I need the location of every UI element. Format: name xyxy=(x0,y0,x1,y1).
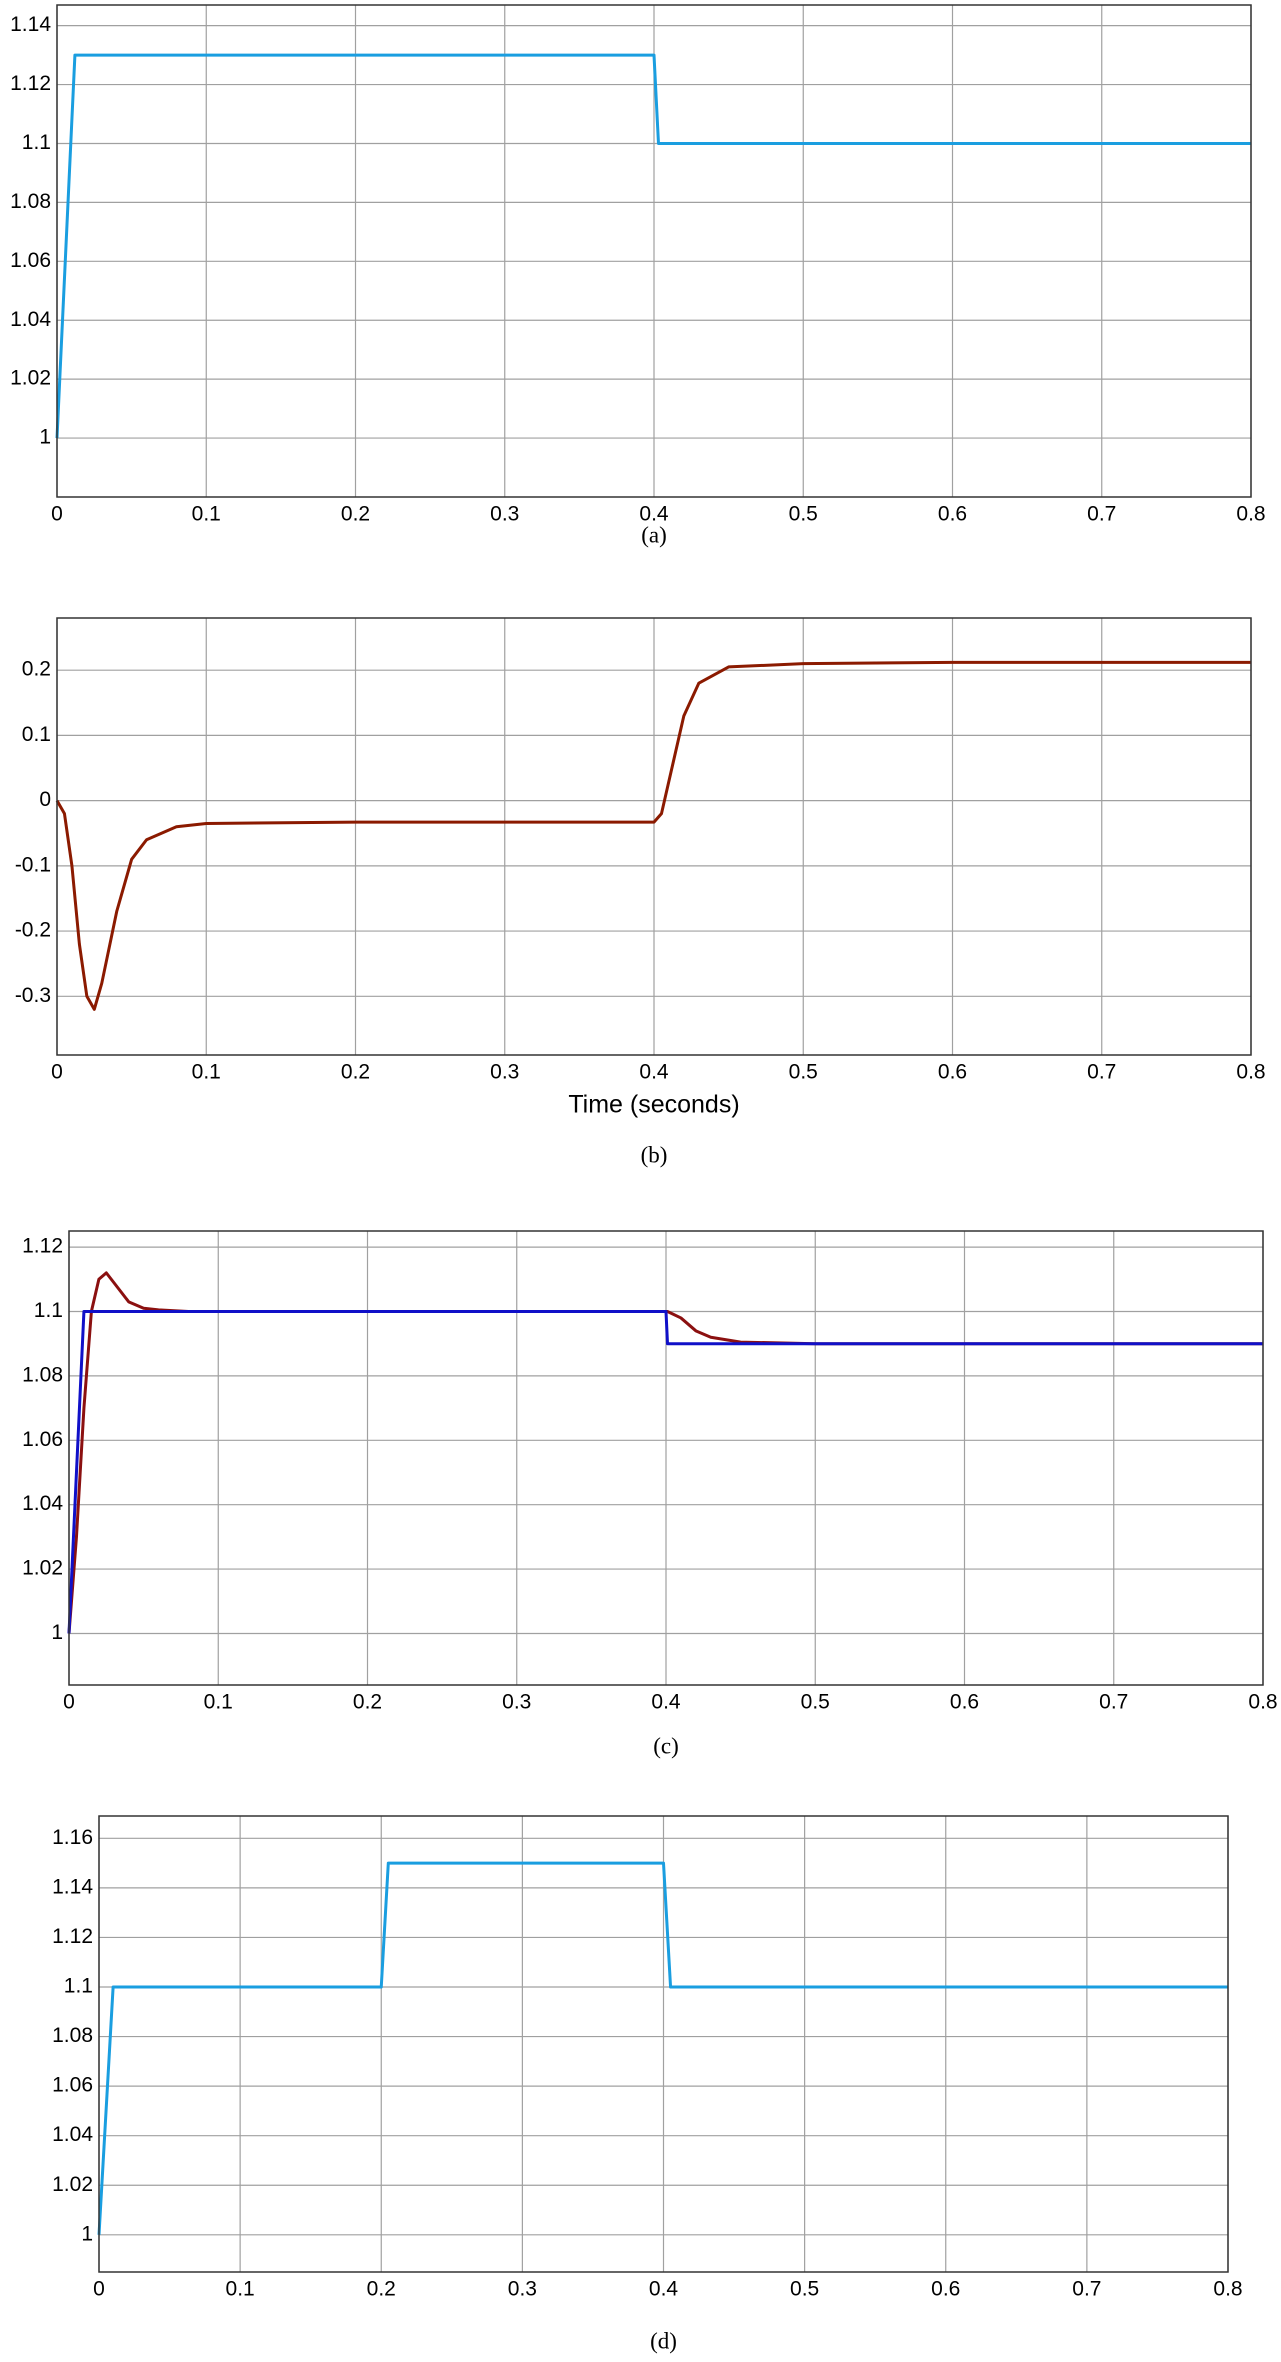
x-tick-label: 0.3 xyxy=(502,1691,531,1714)
x-tick-label: 0.1 xyxy=(192,503,221,526)
x-tick-label: 0.6 xyxy=(931,2278,960,2301)
data-line xyxy=(67,1310,1263,1634)
x-tick-label: 0 xyxy=(93,2278,105,2301)
x-tick-label: 0.4 xyxy=(639,503,669,526)
data-line xyxy=(55,660,1251,1011)
y-tick-label: 1.12 xyxy=(10,72,51,95)
y-tick-label: 1.06 xyxy=(52,2074,93,2097)
x-tick-label: 0.8 xyxy=(1236,503,1265,526)
x-tick-label: 0.3 xyxy=(490,1061,519,1084)
plot-frame xyxy=(56,4,1252,498)
plot-frame xyxy=(68,1230,1264,1686)
x-tick-label: 0.5 xyxy=(789,503,818,526)
x-tick-label: 0.7 xyxy=(1072,2278,1101,2301)
data-line xyxy=(55,53,1251,439)
x-tick-label: 0.4 xyxy=(639,1061,669,1084)
x-tick-label: 0.4 xyxy=(649,2278,679,2301)
x-tick-label: 0 xyxy=(51,503,63,526)
x-tick-label: 0.8 xyxy=(1236,1061,1265,1084)
y-tick-label: 1.02 xyxy=(52,2173,93,2196)
y-tick-label: 1.04 xyxy=(10,308,51,331)
y-tick-label: 1.12 xyxy=(22,1235,63,1258)
x-tick-label: 0.2 xyxy=(353,1691,382,1714)
data-line xyxy=(97,1861,1228,2235)
plot-frame xyxy=(56,617,1252,1056)
y-tick-label: 1 xyxy=(51,1621,63,1644)
y-tick-label: 1.02 xyxy=(10,367,51,390)
y-tick-label: 1.08 xyxy=(22,1363,63,1386)
x-tick-label: 0.1 xyxy=(204,1691,233,1714)
x-tick-label: 0.5 xyxy=(801,1691,830,1714)
y-tick-label: 1.08 xyxy=(10,190,51,213)
y-tick-label: 1.12 xyxy=(52,1925,93,1948)
x-tick-label: 0.8 xyxy=(1213,2278,1242,2301)
y-tick-label: -0.2 xyxy=(15,919,51,942)
caption: (a) xyxy=(641,522,667,547)
x-tick-label: 0.6 xyxy=(938,503,967,526)
y-tick-label: -0.1 xyxy=(15,853,51,876)
y-tick-label: 1.06 xyxy=(22,1428,63,1451)
y-tick-label: 0 xyxy=(39,788,51,811)
y-tick-label: 0.1 xyxy=(22,723,51,746)
x-tick-label: 0.5 xyxy=(789,1061,818,1084)
x-tick-label: 0.6 xyxy=(938,1061,967,1084)
x-tick-label: 0.6 xyxy=(950,1691,979,1714)
x-tick-label: 0.2 xyxy=(367,2278,396,2301)
y-tick-label: 0.2 xyxy=(22,658,51,681)
y-tick-label: 1.08 xyxy=(52,2024,93,2047)
y-tick-label: 1 xyxy=(81,2222,93,2245)
y-tick-label: 1.14 xyxy=(10,13,51,36)
y-tick-label: 1.1 xyxy=(34,1299,63,1322)
y-tick-label: -0.3 xyxy=(15,984,51,1007)
x-tick-label: 0.7 xyxy=(1099,1691,1128,1714)
x-tick-label: 0.1 xyxy=(226,2278,255,2301)
y-tick-label: 1.14 xyxy=(52,1875,93,1898)
y-tick-label: 1.1 xyxy=(22,131,51,154)
x-tick-label: 0 xyxy=(51,1061,63,1084)
x-tick-label: 0.2 xyxy=(341,1061,370,1084)
x-tick-label: 0.3 xyxy=(508,2278,537,2301)
x-tick-label: 0.1 xyxy=(192,1061,221,1084)
y-tick-label: 1.04 xyxy=(52,2123,93,2146)
plot-frame xyxy=(98,1815,1229,2273)
x-tick-label: 0.7 xyxy=(1087,1061,1116,1084)
x-tick-label: 0.4 xyxy=(651,1691,681,1714)
y-tick-label: 1.16 xyxy=(52,1826,93,1849)
y-tick-label: 1.02 xyxy=(22,1557,63,1580)
caption: (b) xyxy=(641,1142,668,1167)
y-tick-label: 1 xyxy=(39,426,51,449)
x-tick-label: 0 xyxy=(63,1691,75,1714)
y-tick-label: 1.1 xyxy=(64,1975,93,1998)
y-tick-label: 1.04 xyxy=(22,1492,63,1515)
x-tick-label: 0.5 xyxy=(790,2278,819,2301)
x-tick-label: 0.3 xyxy=(490,503,519,526)
caption: (c) xyxy=(653,1733,679,1758)
x-tick-label: 0.8 xyxy=(1248,1691,1277,1714)
y-tick-label: 1.06 xyxy=(10,249,51,272)
x-axis-label: Time (seconds) xyxy=(568,1091,739,1119)
x-tick-label: 0.7 xyxy=(1087,503,1116,526)
caption: (d) xyxy=(650,2328,677,2353)
x-tick-label: 0.2 xyxy=(341,503,370,526)
